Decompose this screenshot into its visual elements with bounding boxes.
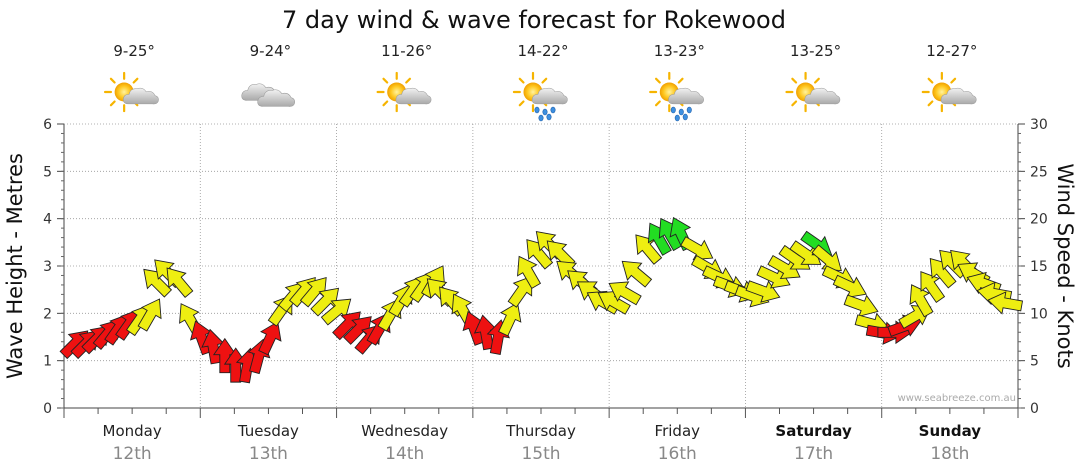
chart-title: 7 day wind & wave forecast for Rokewood [282,6,786,34]
wind-arrow [137,298,162,332]
day-date: 16th [658,444,697,464]
wind-arrow [621,260,653,288]
raindrop [682,113,688,121]
wind-arrow [258,321,282,356]
left-axis: 0 1 2 3 4 5 6 [43,117,64,417]
day-name: Saturday [775,422,852,440]
day-forecast-header: 9-25° 9-24° 11-26° 14-22° 13-23° 13-25° 12-27° [103,42,977,122]
day-date: 17th [794,444,833,464]
day-name: Tuesday [237,422,299,440]
partly-cloudy-rain-icon [512,71,568,122]
wind-arrow [608,281,642,306]
day-temperature: 9-24° [250,42,292,60]
day-date: 12th [113,444,152,464]
partly-cloudy-icon [785,71,841,113]
raindrop [534,106,540,114]
credit-text: www.seabreeze.com.au [898,393,1016,404]
right-axis-title: Wind Speed - Knots [1053,163,1077,368]
raindrop [678,108,684,116]
right-tick-label: 30 [1030,117,1048,133]
right-tick-label: 0 [1030,401,1039,417]
partly-cloudy-icon [103,71,159,113]
right-tick-label: 10 [1030,306,1048,322]
day-temperature: 13-23° [654,42,705,60]
wind-arrow [498,302,522,337]
right-axis: 0 5 10 15 20 25 30 [1018,117,1048,417]
raindrop [686,106,692,114]
wind-arrow [680,236,714,261]
wind-arrows [59,216,1024,384]
partly-cloudy-icon [921,71,977,113]
partly-cloudy-icon [376,71,432,113]
raindrop [550,106,556,114]
wind-arrow [909,284,934,318]
right-tick-label: 20 [1030,212,1048,228]
raindrop [542,108,548,116]
wind-arrow [507,275,533,308]
left-tick-label: 3 [43,259,52,275]
grid [64,123,1018,408]
day-name: Sunday [919,422,982,440]
wind-arrow [517,255,542,289]
day-name: Thursday [505,422,576,440]
day-temperature: 9-25° [113,42,155,60]
day-date: 14th [385,444,424,464]
wind-arrow [987,291,1024,315]
partly-cloudy-rain-icon [649,71,704,122]
raindrop [670,106,676,114]
left-axis-title: Wave Height - Metres [3,153,27,379]
left-tick-label: 4 [43,212,52,228]
day-labels: Monday 12th Tuesday 13th Wednesday 14th Thursd… [103,422,982,464]
day-name: Friday [655,422,701,440]
left-tick-label: 5 [43,164,52,180]
day-name: Wednesday [361,422,448,440]
raindrop [674,114,680,122]
right-tick-label: 5 [1030,354,1039,370]
left-tick-label: 2 [43,306,52,322]
right-tick-label: 15 [1030,259,1048,275]
day-date: 15th [521,444,560,464]
wind-arrow [811,244,842,272]
day-temperature: 11-26° [381,42,432,60]
wind-arrow [920,270,946,303]
left-tick-label: 0 [43,401,52,417]
right-tick-label: 25 [1030,164,1048,180]
plot-area [63,124,1019,418]
day-temperature: 12-27° [926,42,977,60]
day-name: Monday [103,422,162,440]
raindrop [546,113,552,121]
day-temperature: 14-22° [517,42,568,60]
wind-arrow [166,267,194,298]
day-date: 18th [930,444,969,464]
left-tick-label: 1 [43,354,52,370]
cloudy-icon [241,83,295,107]
day-temperature: 13-25° [790,42,841,60]
raindrop [538,114,544,122]
day-date: 13th [249,444,288,464]
left-tick-label: 6 [43,117,52,133]
